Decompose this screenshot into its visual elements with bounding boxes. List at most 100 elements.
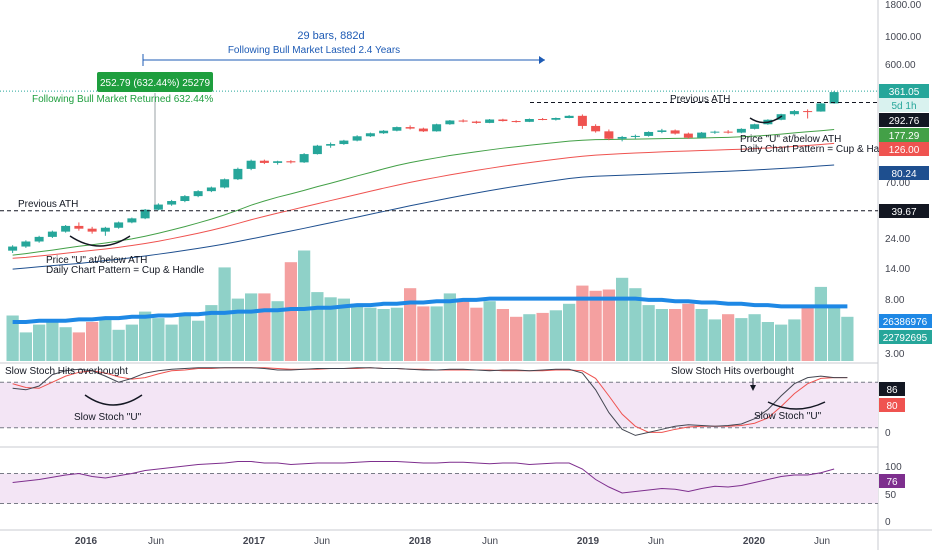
volume-ma-badge xyxy=(879,314,932,328)
candle xyxy=(365,132,375,137)
candle-body xyxy=(710,131,720,133)
candle xyxy=(405,125,415,130)
volume-bar xyxy=(245,293,258,361)
time-label-jun-2016: Jun xyxy=(148,536,164,547)
bull-returned-label: Following Bull Market Returned 632.44% xyxy=(32,94,213,105)
price-tick-600: 600.00 xyxy=(885,60,916,71)
ma-mid-badge xyxy=(879,142,929,156)
candle-body xyxy=(206,187,216,192)
candle-body xyxy=(816,103,826,112)
rsi-tick-100: 100 xyxy=(885,462,902,473)
volume-bar xyxy=(377,309,390,361)
candle xyxy=(485,119,495,124)
volume-bar xyxy=(775,324,788,361)
volume-bar xyxy=(125,324,138,361)
volume-bar xyxy=(324,297,337,361)
candle xyxy=(670,129,680,135)
stoch-k-badge-text: 86 xyxy=(886,385,898,396)
candle xyxy=(180,195,190,203)
volume-bar xyxy=(430,306,443,361)
price-tick-24: 24.00 xyxy=(885,234,910,245)
ma-long-badge xyxy=(879,166,929,180)
volume-bar xyxy=(139,311,152,361)
candle-body xyxy=(127,218,137,223)
volume-bar xyxy=(284,262,297,361)
volume-bar xyxy=(642,305,655,361)
candle xyxy=(21,240,31,248)
candle xyxy=(379,130,389,134)
candle-body xyxy=(723,131,733,133)
volume-bar xyxy=(801,305,814,361)
volume-bar xyxy=(72,332,85,361)
time-label-2019: 2019 xyxy=(577,536,600,547)
rsi-tick-0: 0 xyxy=(885,517,891,528)
candle-body xyxy=(511,121,521,123)
time-label-jun-2017: Jun xyxy=(314,536,330,547)
candle xyxy=(445,120,455,125)
volume-bar xyxy=(536,312,549,361)
range-measure-arrow xyxy=(539,56,545,64)
candle-body xyxy=(193,191,203,197)
candle xyxy=(61,225,71,233)
countdown-badge-text: 5d 1h xyxy=(891,101,916,112)
candle xyxy=(286,160,296,164)
rsi-tick-50: 50 xyxy=(885,490,897,501)
price-tick-1000: 1000.00 xyxy=(885,32,922,43)
volume-bar xyxy=(443,293,456,361)
candle-body xyxy=(299,154,309,163)
candle-body xyxy=(445,120,455,125)
candle xyxy=(352,135,362,142)
volume-bar xyxy=(576,285,589,361)
volume-ma-badge-text: 26386976 xyxy=(883,317,928,328)
volume-bar xyxy=(390,307,403,361)
candle-body xyxy=(21,241,31,247)
return-badge xyxy=(97,72,213,92)
recent-ath-badge-text: 292.76 xyxy=(889,116,920,127)
candle xyxy=(8,245,18,253)
candle xyxy=(47,230,57,238)
volume-bar xyxy=(59,327,72,361)
volume-bar xyxy=(205,305,218,361)
candle-body xyxy=(100,227,110,232)
candles xyxy=(8,91,839,253)
candle xyxy=(246,159,256,171)
candle xyxy=(167,199,177,206)
volume-bar xyxy=(695,309,708,361)
volume-bar xyxy=(682,303,695,361)
candle-body xyxy=(670,130,680,134)
bars-days-label: 29 bars, 882d xyxy=(297,30,364,42)
stoch-band xyxy=(0,382,878,428)
candle-body xyxy=(736,128,746,133)
volume-bar xyxy=(417,306,430,361)
candle-body xyxy=(114,222,124,228)
candle-body xyxy=(365,133,375,137)
pattern-left-line2: Daily Chart Pattern = Cup & Handle xyxy=(46,265,205,276)
candle-body xyxy=(418,128,428,132)
volume-bar xyxy=(152,318,165,361)
candle-body xyxy=(498,119,508,122)
candle-body xyxy=(392,127,402,131)
candle xyxy=(511,120,521,123)
volume-bar xyxy=(735,318,748,361)
current-price-badge-text: 361.05 xyxy=(889,87,920,98)
candle xyxy=(577,114,587,129)
volume-bar xyxy=(46,322,59,361)
time-label-jun-2019: Jun xyxy=(648,536,664,547)
candle-body xyxy=(180,196,190,202)
volume-bar xyxy=(192,320,205,361)
candle-body xyxy=(789,111,799,115)
candle-body xyxy=(220,179,230,188)
candle-body xyxy=(153,204,163,210)
candle-body xyxy=(829,92,839,104)
candle xyxy=(87,226,97,234)
candle xyxy=(736,128,746,134)
candle-body xyxy=(644,131,654,136)
volume-bar xyxy=(258,293,271,361)
volume-bar xyxy=(271,301,284,361)
candle xyxy=(750,123,760,130)
candle-body xyxy=(167,201,177,205)
recent-ath-badge xyxy=(879,113,929,127)
volume-bar xyxy=(722,314,735,361)
price-u-curve-right xyxy=(749,115,783,124)
volume-bar xyxy=(602,289,615,361)
